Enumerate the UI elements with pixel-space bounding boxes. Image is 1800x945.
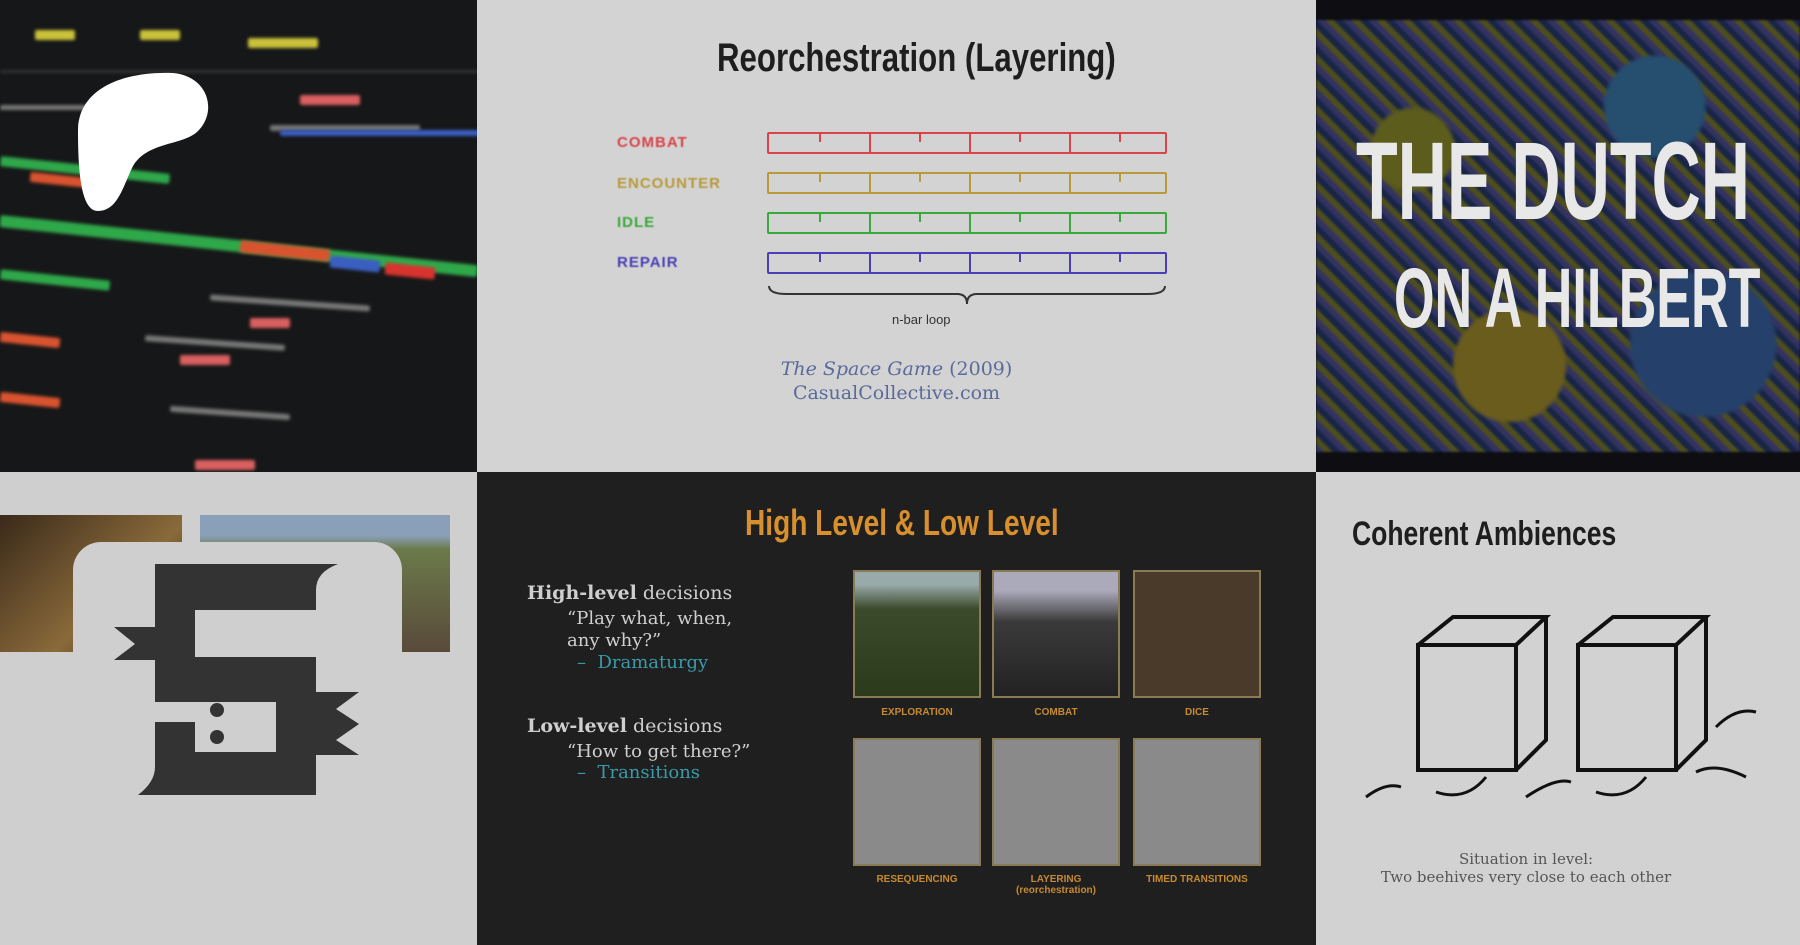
lane-tick <box>1069 254 1071 274</box>
credit-title: The Space Game <box>780 358 944 380</box>
lane-tick <box>1019 214 1021 222</box>
lane-tick <box>1069 214 1071 234</box>
caption-exploration: EXPLORATION <box>881 707 953 718</box>
lane-tick <box>969 174 971 194</box>
lane-tick <box>919 174 921 182</box>
caption-timed-transitions: TIMED TRANSITIONS <box>1146 874 1248 885</box>
beehive-sketch-icon <box>1365 615 1757 799</box>
dutch-title-line2: ON A HILBERT <box>1394 251 1761 345</box>
situation-caption-line2: Two beehives very close to each other <box>1380 868 1672 886</box>
slide-title: Coherent Ambiences <box>1352 515 1617 553</box>
brace-icon <box>768 285 1166 305</box>
lane-tick <box>869 174 871 194</box>
lane-tick <box>1119 254 1121 262</box>
lane-tick <box>869 134 871 154</box>
caption-resequencing: RESEQUENCING <box>876 874 958 885</box>
lane-tick <box>1069 134 1071 154</box>
lane-tick <box>1119 134 1121 142</box>
lane-tick <box>869 254 871 274</box>
brace-label: n-bar loop <box>892 312 951 327</box>
lane-tick <box>869 214 871 234</box>
slide-title: Reorchestration (Layering) <box>717 36 1116 80</box>
lane-tick <box>819 214 821 222</box>
caption-layering: LAYERING (reorchestration) <box>1015 874 1096 896</box>
credit-year: (2009) <box>949 358 1013 380</box>
high-level-bullet: “Play what, when, any why?” <box>567 608 733 651</box>
high-low-level-slide-tile: High Level & Low Level High-level decisi… <box>477 472 1316 945</box>
thumb-dice <box>1133 570 1261 698</box>
caption-combat: COMBAT <box>1034 707 1078 718</box>
dutch-title-line1: THE DUTCH <box>1356 120 1751 243</box>
slide-title: High Level & Low Level <box>745 502 1059 543</box>
low-level-sub: – Transitions <box>577 762 701 783</box>
lane-tick <box>919 134 921 142</box>
reorchestration-slide-tile: Reorchestration (Layering) COMBAT ENCOUN… <box>477 0 1316 472</box>
thumb-layering <box>992 738 1120 866</box>
lane-tick <box>969 134 971 154</box>
lane-tick <box>1019 254 1021 262</box>
lane-tick <box>919 254 921 262</box>
credit-site: CasualCollective.com <box>792 382 1001 404</box>
site-5-logo-icon <box>73 542 402 872</box>
lane-tick <box>1119 174 1121 182</box>
lane-tick <box>969 254 971 274</box>
lane-tick <box>919 214 921 222</box>
low-level-bullet: “How to get there?” <box>567 741 751 762</box>
caption-dice: DICE <box>1185 707 1209 718</box>
lane-tick <box>969 214 971 234</box>
lane-tick <box>1069 174 1071 194</box>
lane-tick <box>819 174 821 182</box>
high-level-sub: – Dramaturgy <box>577 652 709 673</box>
thumb-timed-transitions <box>1133 738 1261 866</box>
high-level-heading: High-level decisions <box>527 582 733 604</box>
situation-caption-line1: Situation in level: <box>1458 850 1594 868</box>
low-level-heading: Low-level decisions <box>527 715 723 737</box>
thumb-resequencing <box>853 738 981 866</box>
thumb-exploration <box>853 570 981 698</box>
lane-tick <box>819 254 821 262</box>
lane-tick <box>819 134 821 142</box>
coherent-ambiences-slide-tile: Coherent Ambiences Situation in level: T… <box>1316 472 1800 945</box>
hilbert-curve-tile: THE DUTCH ON A HILBERT <box>1316 0 1800 472</box>
daw-screenshot-tile <box>0 0 477 472</box>
lane-tick <box>1119 214 1121 222</box>
patreon-logo-icon <box>78 72 209 212</box>
lane-tick <box>1019 174 1021 182</box>
lane-tick <box>1019 134 1021 142</box>
thumb-combat <box>992 570 1120 698</box>
